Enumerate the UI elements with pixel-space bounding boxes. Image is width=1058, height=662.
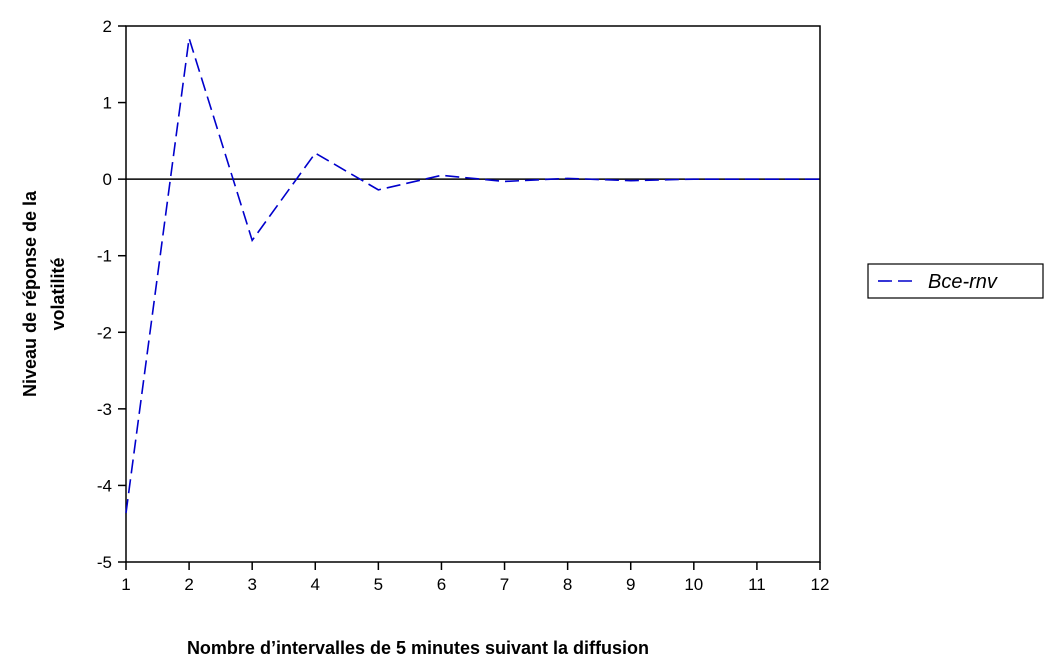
y-axis-title-line: Niveau de réponse de la xyxy=(20,190,40,397)
y-tick-label: 1 xyxy=(103,94,112,113)
plot-frame xyxy=(125,25,821,563)
x-tick-label: 8 xyxy=(563,575,572,594)
x-tick-label: 7 xyxy=(500,575,509,594)
y-axis-title-line: volatilité xyxy=(48,257,68,330)
x-tick-label: 6 xyxy=(437,575,446,594)
x-tick-label: 11 xyxy=(748,575,766,594)
x-tick-label: 5 xyxy=(374,575,383,594)
y-tick-label: 2 xyxy=(103,17,112,36)
x-tick-label: 4 xyxy=(311,575,320,594)
y-tick-label: -3 xyxy=(97,400,112,419)
x-axis-title: Nombre d’intervalles de 5 minutes suivan… xyxy=(187,638,649,658)
legend-box xyxy=(867,263,1044,299)
series-line xyxy=(125,38,820,514)
y-tick-label: -1 xyxy=(97,247,112,266)
y-axis-title: Niveau de réponse de la volatilité xyxy=(20,190,68,397)
y-tick-label: -2 xyxy=(97,323,112,342)
x-tick-label: 3 xyxy=(247,575,256,594)
x-tick-label: 12 xyxy=(811,575,830,594)
y-tick-label: 0 xyxy=(103,170,112,189)
y-tick-label: -4 xyxy=(97,476,112,495)
x-tick-label: 1 xyxy=(121,575,130,594)
legend-label: Bce-rnv xyxy=(928,271,998,293)
y-tick-label: -5 xyxy=(97,553,112,572)
x-tick-label: 2 xyxy=(184,575,193,594)
x-tick-label: 10 xyxy=(684,575,703,594)
x-tick-label: 9 xyxy=(626,575,635,594)
